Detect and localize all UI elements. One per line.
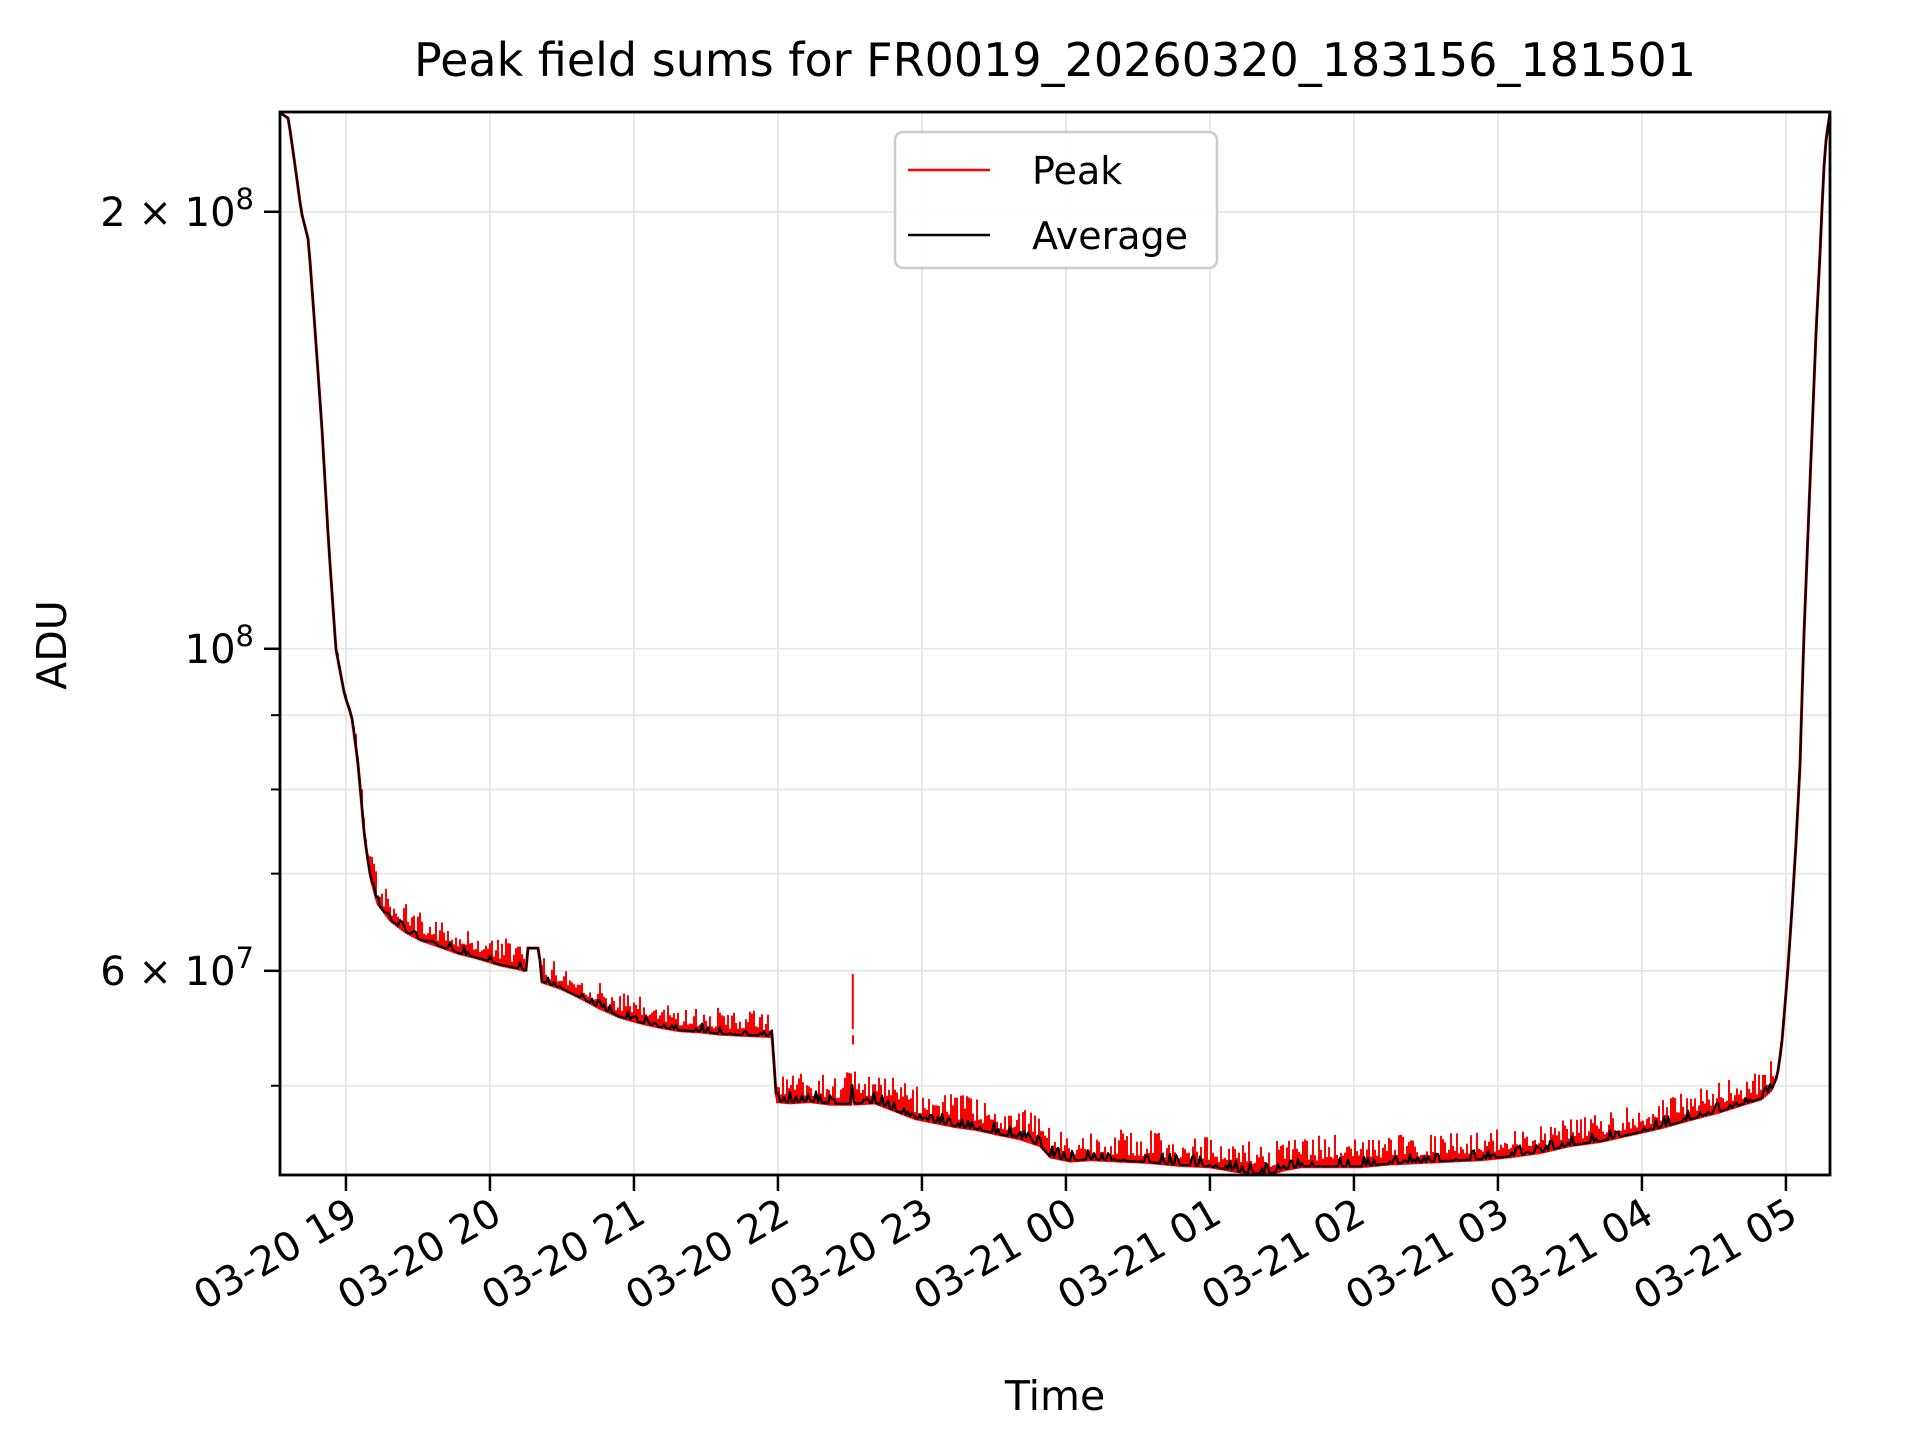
- series-curves: [280, 112, 1830, 1175]
- average-series-path: [280, 112, 1830, 1175]
- y-axis-label: ADU: [28, 600, 76, 690]
- axis-ticks: [264, 210, 1788, 1191]
- y-tick-label: 6 × 107: [100, 941, 254, 995]
- y-tick-label: 2 × 108: [100, 182, 254, 236]
- chart-title: Peak field sums for FR0019_20260320_1831…: [414, 33, 1696, 87]
- legend-label-average: Average: [1032, 214, 1188, 258]
- y-tick-label: 108: [185, 619, 254, 673]
- x-axis-label: Time: [1004, 1372, 1105, 1420]
- legend-label-peak: Peak: [1032, 149, 1122, 193]
- legend: Peak Average: [893, 130, 1219, 270]
- plot-frame: [278, 110, 1832, 1177]
